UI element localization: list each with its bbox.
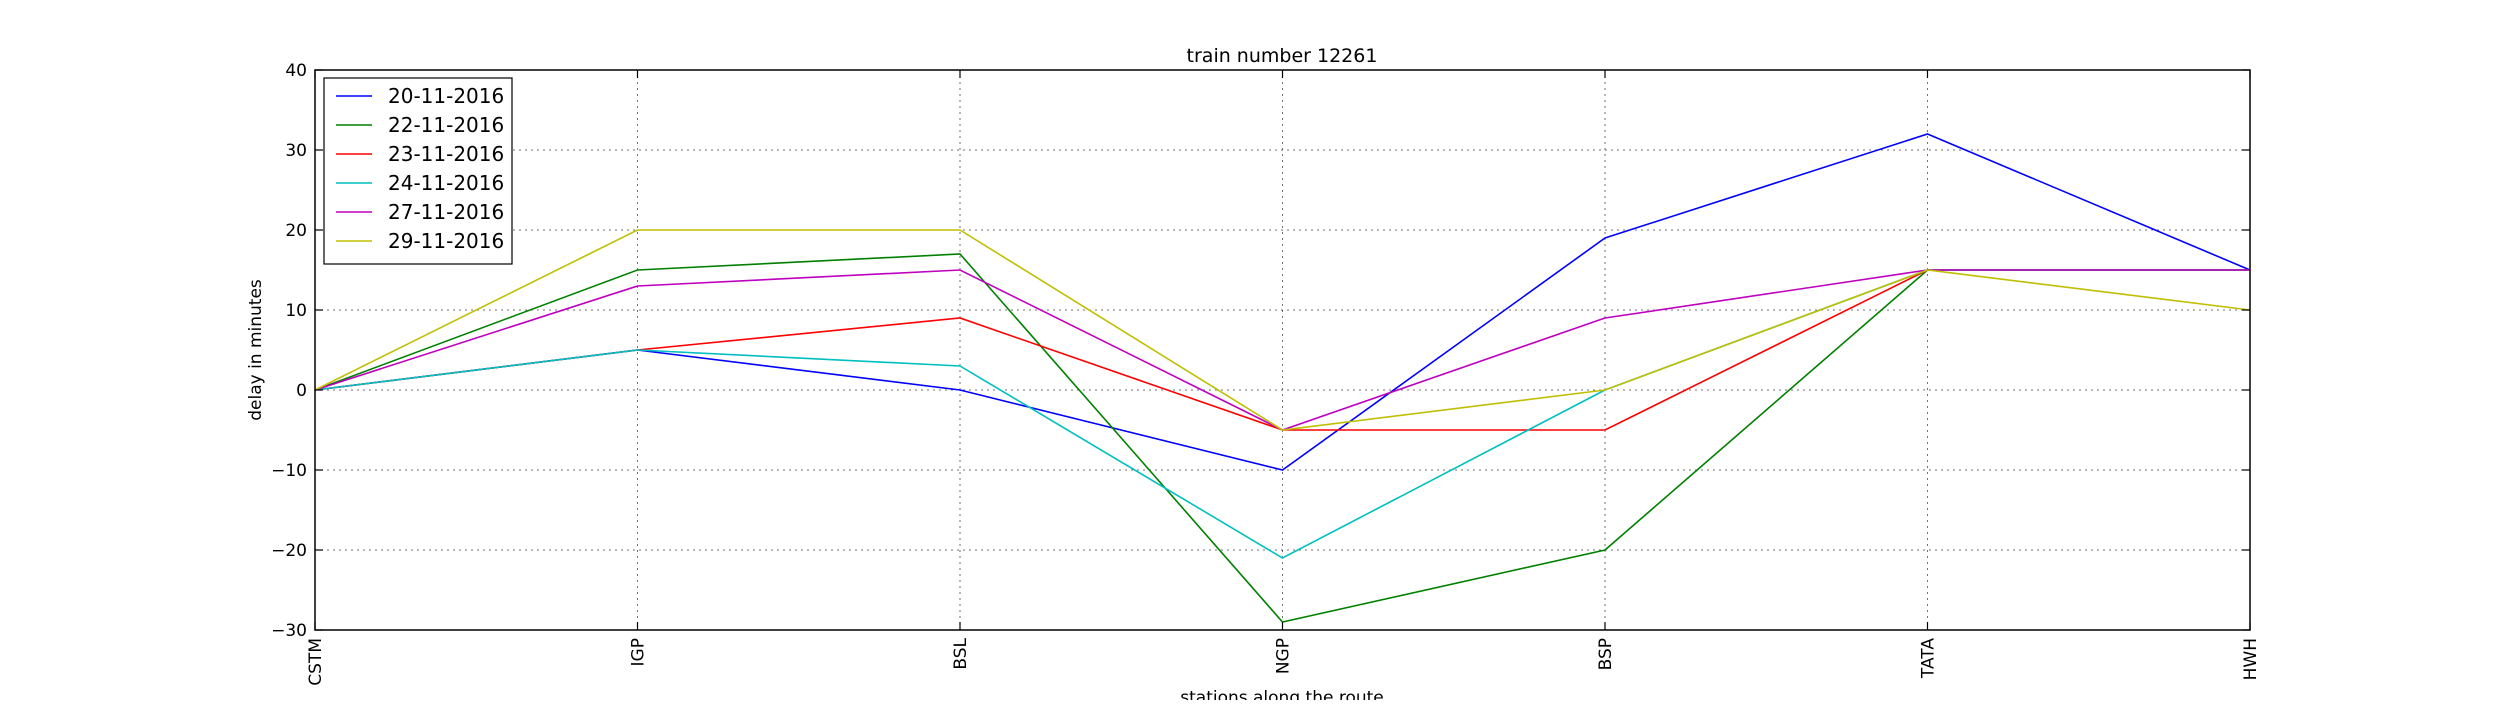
chart-title: train number 12261 [1187,45,1378,67]
legend: 20-11-2016 22-11-2016 23-11-2016 24-11-2016… [323,77,513,265]
y-axis-label: delay in minutes [246,279,266,421]
legend-box [323,77,513,265]
series-layer [314,133,2251,623]
y-tick-label: 40 [285,61,307,81]
y-tick-label: 30 [285,141,307,161]
x-tick-label: HWH [2241,638,2261,680]
legend-label: 29-11-2016 [388,229,504,253]
legend-label: 20-11-2016 [388,84,504,108]
tick-layer [314,69,2251,631]
y-tick-label: 20 [285,221,307,241]
x-axis-label: stations along the route [1180,688,1384,700]
x-tick-label: BSP [1596,638,1616,670]
series-line-29-11-2016 [314,229,2251,431]
legend-label: 24-11-2016 [388,171,504,195]
y-tick-label: −30 [271,621,307,641]
y-tick-label: −20 [271,541,307,561]
legend-label: 23-11-2016 [388,142,504,166]
x-tick-labels: CSTM IGP BSL NGP BSP TATA HWH [306,637,2261,685]
y-tick-label: 0 [296,381,307,401]
x-tick-label: TATA [1919,638,1939,679]
legend-label: 22-11-2016 [388,113,504,137]
y-tick-label: 10 [285,301,307,321]
x-tick-label: NGP [1274,638,1294,674]
x-tick-label: IGP [629,638,649,666]
y-tick-label: −10 [271,461,307,481]
x-tick-label: BSL [951,637,971,669]
y-tick-labels: −30 −20 −10 0 10 20 30 40 [271,61,307,641]
grid-layer [315,70,2250,630]
legend-label: 27-11-2016 [388,200,504,224]
x-tick-label: CSTM [306,638,326,686]
